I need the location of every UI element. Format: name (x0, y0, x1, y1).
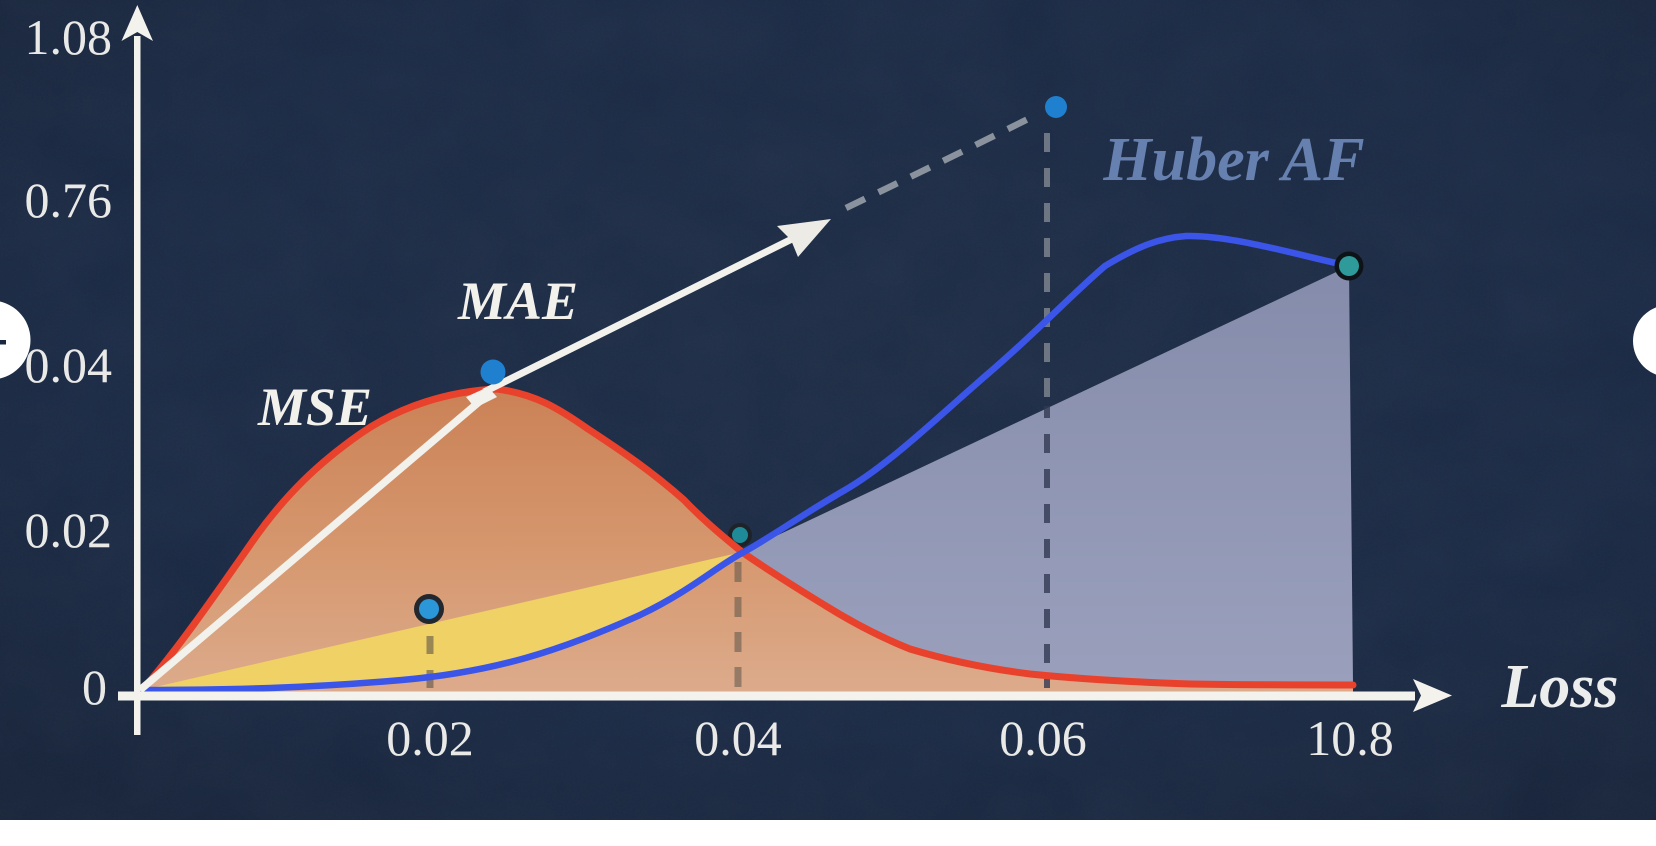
svg-text:0.02: 0.02 (25, 502, 113, 558)
svg-text:0.02: 0.02 (386, 710, 474, 766)
svg-text:0.76: 0.76 (25, 172, 113, 228)
svg-text:Huber AF: Huber AF (1102, 126, 1364, 194)
svg-text:1.08: 1.08 (25, 9, 113, 65)
svg-text:0.04: 0.04 (694, 710, 782, 766)
svg-text:0: 0 (82, 659, 107, 715)
svg-text:MAE: MAE (457, 271, 578, 331)
svg-text:10.8: 10.8 (1306, 710, 1394, 766)
svg-text:MSE: MSE (257, 377, 372, 437)
svg-text:0.06: 0.06 (999, 710, 1087, 766)
svg-text:Loss: Loss (1500, 653, 1618, 721)
svg-text:0.04: 0.04 (25, 337, 113, 393)
